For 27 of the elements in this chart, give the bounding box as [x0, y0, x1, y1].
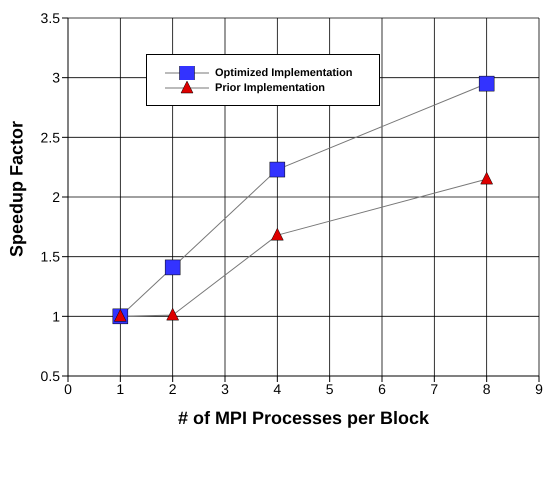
legend-label: Prior Implementation [215, 82, 326, 94]
x-tick-label: 6 [378, 380, 386, 397]
x-tick-label: 9 [535, 380, 544, 397]
point [164, 260, 180, 276]
y-tick-label: 1 [52, 308, 60, 324]
y-tick-label: 3 [52, 70, 60, 86]
y-tick-label: 1.5 [40, 248, 60, 265]
x-axis-title: # of MPI Processes per Block [178, 408, 430, 428]
x-tick-label: 3 [221, 380, 230, 397]
y-axis-title: Speedup Factor [6, 120, 26, 257]
x-tick-label: 4 [273, 380, 282, 397]
y-tick-label: 0.5 [40, 368, 60, 384]
legend-label: Optimized Implementation [215, 66, 353, 78]
point [478, 76, 494, 92]
point [270, 162, 286, 178]
y-tick-label: 2.5 [40, 129, 60, 146]
x-tick-label: 8 [482, 380, 491, 397]
x-tick-label: 0 [64, 380, 72, 397]
x-tick-label: 7 [430, 380, 438, 397]
point [480, 172, 493, 184]
x-tick-label: 2 [168, 380, 177, 397]
point [166, 308, 179, 320]
x-tick-label: 5 [326, 380, 334, 397]
y-tick-label: 2 [52, 188, 60, 205]
y-tick-label: 3.5 [40, 10, 60, 26]
x-tick-label: 1 [116, 380, 124, 397]
point [271, 228, 284, 240]
